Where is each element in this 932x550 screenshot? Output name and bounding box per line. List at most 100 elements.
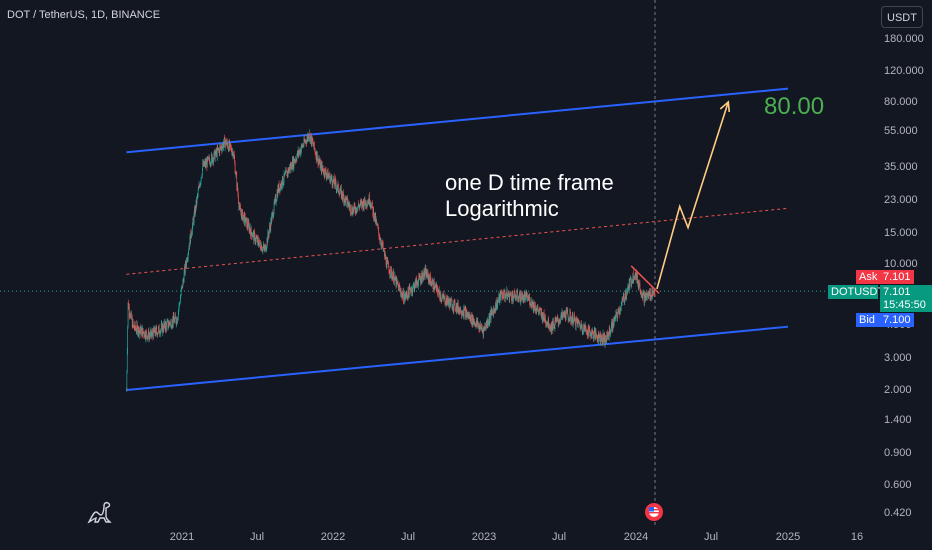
candle-body xyxy=(321,163,323,172)
candle-body xyxy=(262,247,264,251)
candle-body xyxy=(642,291,644,299)
candle-body xyxy=(579,326,581,329)
candle-body xyxy=(455,310,457,311)
candle-body xyxy=(258,243,260,247)
candle-body xyxy=(599,336,600,341)
candle-body xyxy=(444,296,445,297)
candle-body xyxy=(598,335,600,337)
candle-body xyxy=(257,236,258,243)
candle-body xyxy=(182,279,184,281)
candle-body xyxy=(364,197,365,206)
y-tick: 2.000 xyxy=(884,384,912,396)
candle-body xyxy=(438,292,439,296)
candle-body xyxy=(535,310,537,312)
candle-body xyxy=(353,203,355,208)
candle-body xyxy=(638,282,639,287)
candle-body xyxy=(199,184,200,186)
candle-body xyxy=(177,319,178,323)
candle-body xyxy=(392,272,394,277)
candle-body xyxy=(322,168,323,169)
candle-body xyxy=(231,151,233,155)
candle-body xyxy=(267,231,269,235)
candle-body xyxy=(311,135,312,145)
candle-body xyxy=(310,136,311,142)
candle-body xyxy=(609,327,610,332)
candle-body xyxy=(166,322,168,329)
candle-body xyxy=(403,291,404,303)
candle-body xyxy=(598,332,599,342)
candle-body xyxy=(230,146,232,148)
candle-body xyxy=(367,201,369,204)
candle-body xyxy=(531,304,532,308)
candle-body xyxy=(328,175,329,180)
candle-body xyxy=(645,295,647,299)
candle-body xyxy=(365,200,367,206)
candle-body xyxy=(579,322,581,327)
candle-body xyxy=(216,150,217,154)
candle-body xyxy=(209,163,211,165)
candle-body xyxy=(620,309,621,312)
candle-body xyxy=(334,183,335,186)
candle-body xyxy=(228,141,230,152)
candle-body xyxy=(496,299,498,307)
candle-body xyxy=(245,221,246,223)
candle-body xyxy=(135,328,137,332)
candle-body xyxy=(161,323,162,325)
candle-body xyxy=(239,205,241,208)
candle-body xyxy=(171,326,173,328)
candle-body xyxy=(170,320,172,328)
candle-body xyxy=(404,293,406,299)
candle-body xyxy=(426,271,427,278)
candle-body xyxy=(646,293,647,299)
candle-body xyxy=(377,226,379,228)
candle-body xyxy=(372,206,374,215)
candle-body xyxy=(326,174,328,176)
candle-body xyxy=(398,285,399,291)
candle-body xyxy=(300,149,301,154)
candle-body xyxy=(220,146,222,148)
candle-body xyxy=(223,144,224,149)
candle-body xyxy=(257,236,259,240)
candle-body xyxy=(588,326,589,336)
candle-body xyxy=(556,318,557,321)
candle-body xyxy=(377,224,379,227)
candle-body xyxy=(191,233,193,236)
candle-body xyxy=(306,142,307,144)
candle-body xyxy=(130,312,132,314)
candle-body xyxy=(457,302,459,310)
candle-body xyxy=(649,291,650,296)
candle-body xyxy=(613,318,615,324)
candle-body xyxy=(185,262,186,273)
us-flag-event-icon[interactable] xyxy=(645,503,663,521)
candle-body xyxy=(489,315,491,323)
candle-body xyxy=(485,328,486,330)
candle-body xyxy=(443,296,445,299)
candle-body xyxy=(131,318,133,328)
candle-body xyxy=(194,206,196,216)
candle-body xyxy=(493,309,494,316)
currency-button[interactable]: USDT xyxy=(881,6,923,28)
candle-body xyxy=(580,323,582,326)
candle-body xyxy=(353,207,355,212)
candle-body xyxy=(631,280,633,284)
candle-body xyxy=(179,303,181,304)
candle-body xyxy=(148,330,150,340)
candle-body xyxy=(416,282,418,284)
candle-body xyxy=(527,295,528,299)
candle-body xyxy=(500,290,502,300)
candle-body xyxy=(513,296,514,302)
candle-body xyxy=(363,205,365,209)
candle-body xyxy=(404,297,405,303)
candle-body xyxy=(427,271,428,278)
candle-body xyxy=(165,322,167,330)
candle-body xyxy=(263,245,265,248)
candle-body xyxy=(260,248,262,251)
candle-body xyxy=(648,292,649,298)
candle-body xyxy=(483,327,485,329)
candle-body xyxy=(137,326,138,335)
candle-body xyxy=(293,159,295,167)
candle-body xyxy=(624,300,625,302)
candle-body xyxy=(596,335,598,339)
candle-body xyxy=(636,273,638,280)
